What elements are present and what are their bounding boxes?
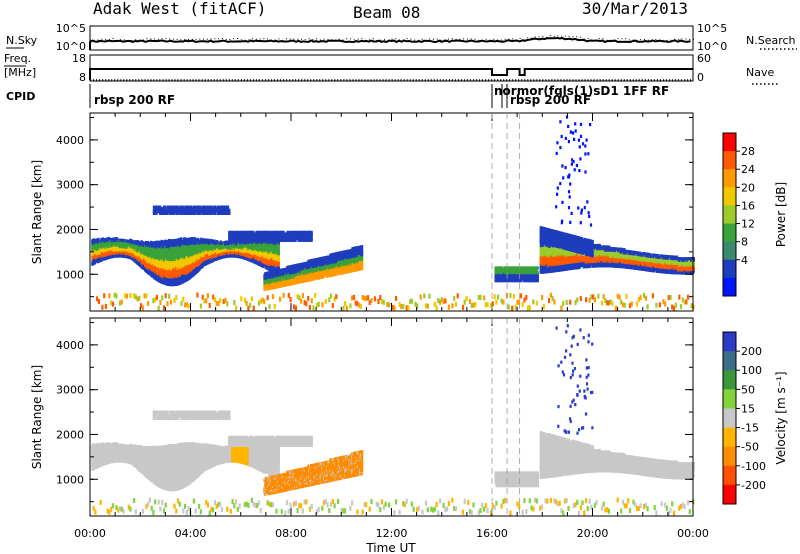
- colorbar-tick: -200: [741, 479, 766, 492]
- station-title: Adak West (fitACF): [93, 0, 266, 18]
- freq-tick-bottom: 8: [79, 71, 86, 84]
- colorbar-tick: 200: [741, 345, 762, 358]
- cpid-label: CPID: [6, 90, 35, 103]
- x-tick-label: 00:00: [677, 527, 709, 540]
- cpid-text-2: normor(fqls(1)sD1 1FF RF: [494, 84, 669, 98]
- velocity-frame: 1000 2000 3000 4000 00:00 04:00 08:00 12:00 16:0…: [30, 317, 709, 540]
- nsearch-label: N.Search: [746, 34, 796, 47]
- y-tick-label: 3000: [56, 179, 84, 192]
- y-tick-label: 2000: [56, 428, 84, 441]
- nsky-panel: [89, 25, 694, 51]
- nsky-tick-top: 10^5: [56, 22, 86, 35]
- x-tick-label: 04:00: [175, 527, 207, 540]
- nave-label: Nave: [746, 66, 774, 79]
- nave-tick-top: 60: [697, 52, 711, 65]
- power-frame: 1000 2000 3000 4000 Slant Range [km]: [30, 112, 694, 312]
- colorbar-tick: 4: [741, 254, 748, 267]
- colorbar-tick: 28: [741, 145, 755, 158]
- cpid-text-1: rbsp 200 RF: [94, 93, 175, 107]
- y-tick-label: 1000: [56, 473, 84, 486]
- colorbar-tick: 100: [741, 364, 762, 377]
- y-axis-label: Slant Range [km]: [30, 365, 44, 469]
- freq-label: Freq.: [4, 52, 31, 65]
- x-tick-label: 16:00: [476, 527, 508, 540]
- freq-trace: [89, 68, 693, 81]
- colorbar-tick: -100: [741, 460, 766, 473]
- colorbar-tick: 8: [741, 236, 748, 249]
- y-axis-label: Slant Range [km]: [30, 160, 44, 264]
- x-tick-label: 08:00: [275, 527, 307, 540]
- nsearch-tick-top: 10^5: [697, 22, 727, 35]
- colorbar-label: Power [dB]: [774, 182, 788, 247]
- nsky-tick-bottom: 10^0: [56, 40, 86, 53]
- y-tick-label: 2000: [56, 223, 84, 236]
- x-tick-label: 12:00: [376, 527, 408, 540]
- date-title: 30/Mar/2013: [582, 0, 688, 18]
- x-tick-label: 00:00: [74, 527, 106, 540]
- cpid-text-3: rbsp 200 RF: [510, 93, 591, 107]
- colorbar-label: Velocity [m s⁻¹]: [774, 371, 788, 464]
- colorbar-tick: 12: [741, 218, 755, 231]
- colorbar-tick: 15: [741, 402, 755, 415]
- y-tick-label: 1000: [56, 268, 84, 281]
- y-tick-label: 3000: [56, 384, 84, 397]
- nsearch-tick-bottom: 10^0: [697, 40, 727, 53]
- beam-title: Beam 08: [353, 3, 420, 22]
- nave-tick-bottom: 0: [697, 71, 704, 84]
- colorbar-tick: 24: [741, 163, 755, 176]
- freq-unit: [MHz]: [4, 66, 36, 79]
- nsky-label: N.Sky: [6, 34, 38, 47]
- y-tick-label: 4000: [56, 134, 84, 147]
- colorbar-tick: 20: [741, 181, 755, 194]
- velocity-panel: [91, 324, 695, 516]
- colorbar-tick: 16: [741, 199, 755, 212]
- freq-tick-top: 18: [72, 52, 86, 65]
- velocity-colorbar: 200 100 50 15 -15 -50 -100 -200 Velocity [m s⁻¹]: [722, 331, 788, 505]
- colorbar-tick: -15: [741, 422, 759, 435]
- colorbar-tick: 50: [741, 383, 755, 396]
- y-tick-label: 4000: [56, 339, 84, 352]
- x-tick-label: 20:00: [577, 527, 609, 540]
- xaxis-label: Time UT: [365, 541, 416, 554]
- power-colorbar: 28 24 20 16 12 8 4 Power [dB]: [722, 132, 788, 297]
- nsky-trace: [89, 35, 694, 50]
- colorbar-tick: -50: [741, 441, 759, 454]
- power-panel: [91, 115, 695, 311]
